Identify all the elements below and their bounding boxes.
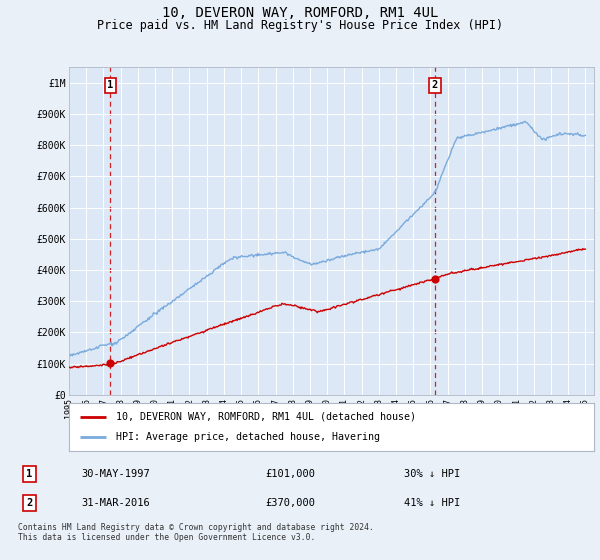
Text: 1: 1 xyxy=(26,469,32,479)
Text: HPI: Average price, detached house, Havering: HPI: Average price, detached house, Have… xyxy=(116,432,380,442)
Point xyxy=(430,275,440,284)
Text: 2: 2 xyxy=(26,498,32,508)
Text: 31-MAR-2016: 31-MAR-2016 xyxy=(81,498,150,508)
Text: 2: 2 xyxy=(431,80,438,90)
Point xyxy=(106,359,115,368)
Text: 10, DEVERON WAY, ROMFORD, RM1 4UL (detached house): 10, DEVERON WAY, ROMFORD, RM1 4UL (detac… xyxy=(116,412,416,422)
Text: 1: 1 xyxy=(107,80,113,90)
Text: 30% ↓ HPI: 30% ↓ HPI xyxy=(404,469,460,479)
Text: £370,000: £370,000 xyxy=(265,498,316,508)
Text: Contains HM Land Registry data © Crown copyright and database right 2024.
This d: Contains HM Land Registry data © Crown c… xyxy=(18,523,374,543)
Text: 41% ↓ HPI: 41% ↓ HPI xyxy=(404,498,460,508)
Text: 10, DEVERON WAY, ROMFORD, RM1 4UL: 10, DEVERON WAY, ROMFORD, RM1 4UL xyxy=(162,6,438,20)
Text: £101,000: £101,000 xyxy=(265,469,316,479)
Text: 30-MAY-1997: 30-MAY-1997 xyxy=(81,469,150,479)
Text: Price paid vs. HM Land Registry's House Price Index (HPI): Price paid vs. HM Land Registry's House … xyxy=(97,19,503,32)
